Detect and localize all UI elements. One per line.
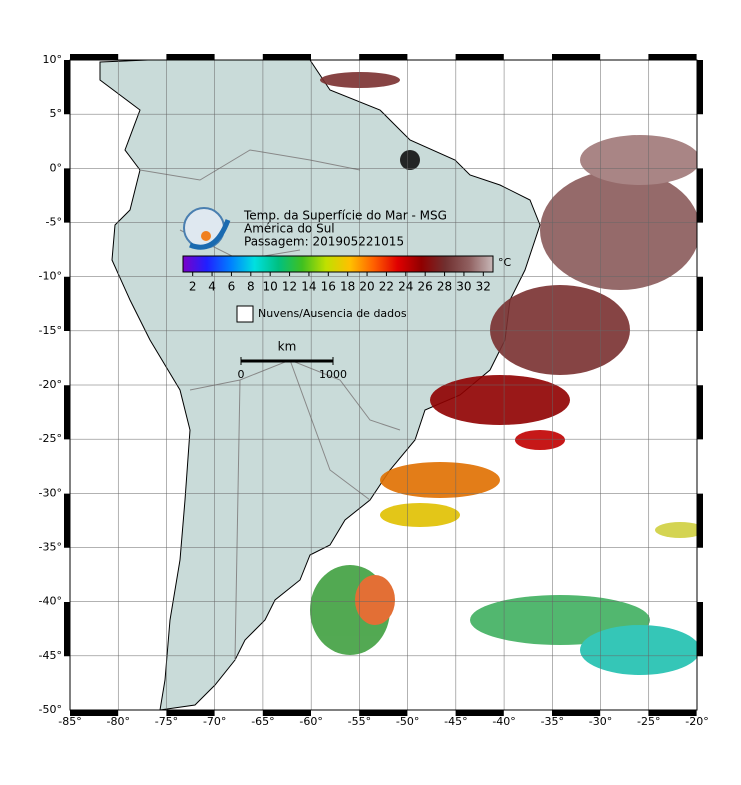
colorbar-tick-label: 28	[437, 280, 452, 294]
colorbar-tick-label: 22	[379, 280, 394, 294]
colorbar-tick-label: 2	[189, 280, 197, 294]
lon-tick-label: -85°	[58, 715, 81, 728]
lat-tick-label: -35°	[39, 541, 62, 554]
lon-tick-label: -45°	[444, 715, 467, 728]
lon-tick-label: -20°	[685, 715, 708, 728]
lon-tick-label: -60°	[299, 715, 322, 728]
lat-tick-label: -40°	[39, 595, 62, 608]
legend-swatch	[236, 305, 254, 323]
scale-unit: km	[278, 340, 297, 354]
lat-tick-label: 0°	[50, 161, 63, 174]
lat-tick-label: 10°	[43, 53, 63, 66]
scale-start: 0	[238, 368, 245, 381]
colorbar-tick-label: 18	[340, 280, 355, 294]
colorbar-tick-label: 8	[247, 280, 255, 294]
lon-tick-label: -50°	[396, 715, 419, 728]
colorbar-tick-label: 20	[359, 280, 374, 294]
title: Temp. da Superfície do Mar - MSG	[243, 209, 447, 223]
colorbar-tick-label: 4	[208, 280, 216, 294]
lon-tick-label: -75°	[155, 715, 178, 728]
lat-tick-label: 5°	[50, 107, 63, 120]
lat-tick-label: -5°	[46, 216, 62, 229]
colorbar	[182, 255, 494, 273]
lat-tick-label: -50°	[39, 703, 62, 716]
lat-tick-label: -15°	[39, 324, 62, 337]
lat-tick-label: -10°	[39, 270, 62, 283]
lon-tick-label: -55°	[348, 715, 371, 728]
colorbar-tick-label: 32	[476, 280, 491, 294]
colorbar-tick-label: 16	[321, 280, 336, 294]
colorbar-unit: °C	[498, 256, 512, 269]
legend-label: Nuvens/Ausencia de dados	[258, 307, 407, 320]
colorbar-tick-label: 24	[398, 280, 413, 294]
lon-tick-label: -65°	[251, 715, 274, 728]
lon-tick-label: -30°	[589, 715, 612, 728]
colorbar-tick-label: 12	[282, 280, 297, 294]
lon-tick-label: -25°	[637, 715, 660, 728]
lat-tick-label: -20°	[39, 378, 62, 391]
lat-tick-label: -30°	[39, 486, 62, 499]
frame-bars	[64, 54, 703, 716]
lon-tick-label: -80°	[106, 715, 129, 728]
region: América do Sul	[244, 222, 335, 236]
colorbar-tick-label: 14	[301, 280, 316, 294]
lat-tick-label: -45°	[39, 649, 62, 662]
lon-tick-label: -70°	[203, 715, 226, 728]
lon-tick-label: -35°	[541, 715, 564, 728]
colorbar-tick-label: 30	[456, 280, 471, 294]
pass-time: Passagem: 201905221015	[244, 235, 404, 249]
lat-tick-label: -25°	[39, 432, 62, 445]
scale-bar	[240, 357, 334, 365]
colorbar-tick-label: 26	[418, 280, 433, 294]
colorbar-tick-label: 10	[263, 280, 278, 294]
scale-end: 1000	[319, 368, 347, 381]
sst-imagery	[310, 72, 697, 675]
colorbar-tick-label: 6	[228, 280, 236, 294]
logo	[183, 207, 231, 250]
lon-tick-label: -40°	[492, 715, 515, 728]
